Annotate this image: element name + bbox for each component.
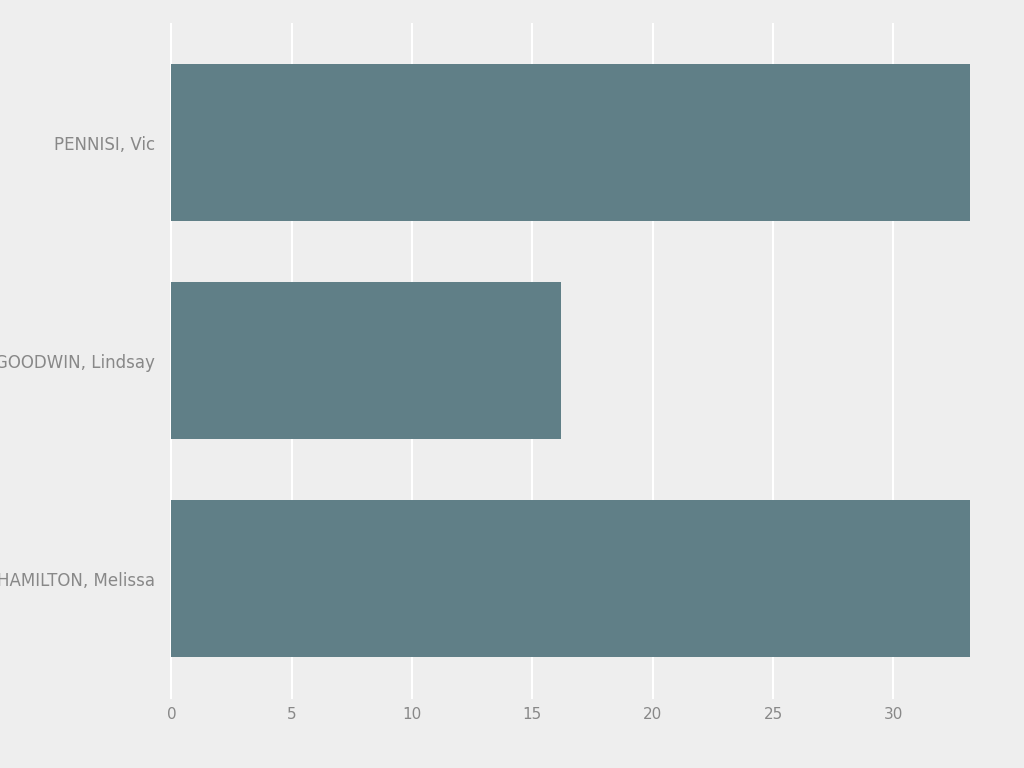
Bar: [171, 283, 561, 439]
Bar: [171, 65, 971, 221]
Bar: [171, 501, 971, 657]
